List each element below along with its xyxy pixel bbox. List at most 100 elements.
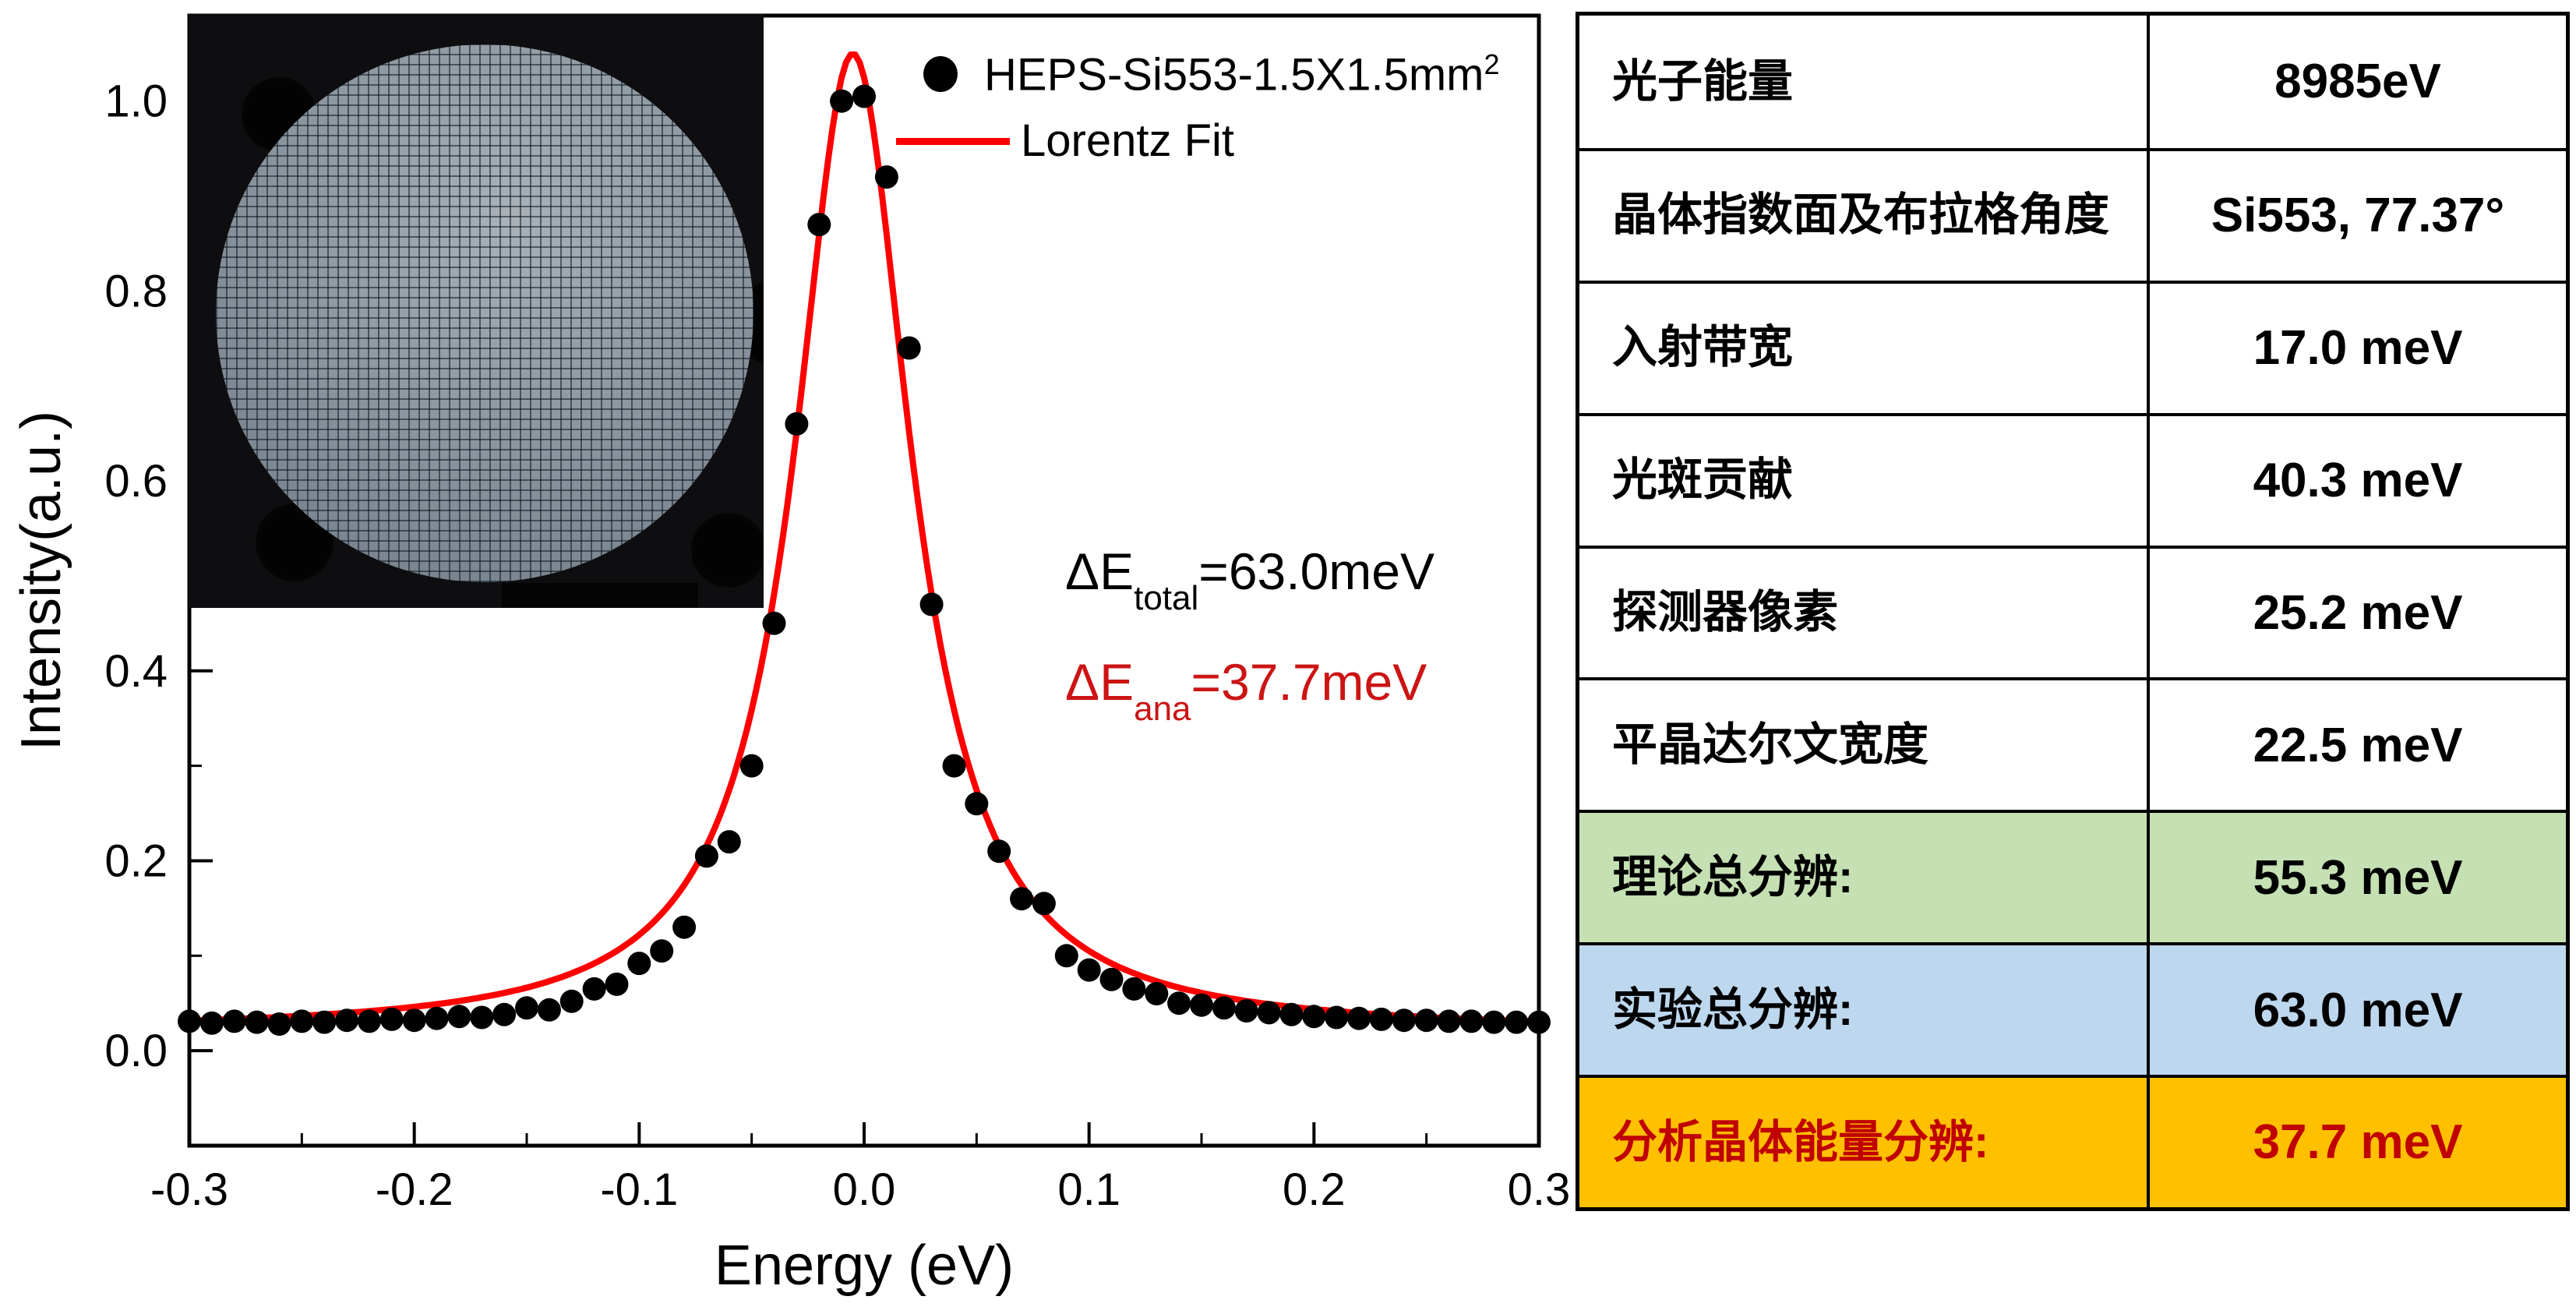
data-point: [1459, 1009, 1484, 1033]
data-point: [1279, 1002, 1304, 1026]
data-point: [267, 1012, 291, 1036]
data-point: [199, 1011, 224, 1035]
row-label: 分析晶体能量分辨:: [1612, 1116, 1989, 1167]
data-point: [1482, 1010, 1506, 1034]
data-point: [1302, 1005, 1326, 1029]
data-point: [717, 830, 741, 854]
data-point: [739, 754, 764, 778]
row-value: 63.0 meV: [2147, 945, 2566, 1076]
x-tick-label: 0.0: [833, 1164, 896, 1215]
y-tick-label: 0.2: [104, 835, 168, 886]
scatter-marker-icon: [923, 56, 958, 92]
data-point: [1145, 982, 1169, 1005]
y-tick-label: 0.6: [104, 456, 168, 507]
legend-label-data: HEPS-Si553-1.5X1.5mm2: [984, 48, 1500, 101]
legend-entry-data: HEPS-Si553-1.5X1.5mm2: [923, 45, 1500, 103]
data-point: [1369, 1007, 1393, 1031]
row-label: 探测器像素: [1612, 587, 1839, 638]
fit-line-icon: [896, 137, 1010, 145]
data-point: [425, 1006, 449, 1030]
data-point: [852, 84, 876, 108]
data-point: [1010, 887, 1034, 911]
row-value: 37.7 meV: [2147, 1078, 2566, 1207]
data-point: [1505, 1010, 1529, 1034]
data-point: [470, 1005, 494, 1030]
wafer-slot-shadow: [502, 583, 698, 608]
row-label: 实验总分辨:: [1612, 984, 1854, 1035]
data-point: [605, 972, 629, 996]
x-tick-label: -0.2: [376, 1164, 453, 1215]
table-row: 光子能量 8985eV: [1579, 16, 2566, 148]
row-value: 55.3 meV: [2147, 813, 2566, 943]
data-point: [335, 1008, 359, 1033]
y-tick-label: 0.0: [104, 1026, 168, 1076]
row-value: 22.5 meV: [2147, 680, 2566, 811]
table-row: 分析晶体能量分辨: 37.7 meV: [1579, 1075, 2566, 1207]
data-point: [1257, 1001, 1281, 1025]
y-tick-label: 0.4: [104, 646, 168, 697]
data-point: [1212, 996, 1236, 1020]
data-point: [402, 1008, 426, 1033]
data-point: [807, 213, 831, 237]
data-point: [1054, 944, 1078, 968]
wafer-disc: [216, 44, 753, 582]
row-label: 光子能量: [1612, 55, 1794, 107]
data-point: [290, 1009, 314, 1033]
data-point: [1347, 1006, 1371, 1030]
row-label: 平晶达尔文宽度: [1612, 719, 1929, 771]
x-tick-label: 0.3: [1508, 1164, 1571, 1215]
row-value: 17.0 meV: [2147, 283, 2566, 413]
legend-entry-fit: Lorentz Fit: [896, 114, 1234, 168]
resolution-spectrum-chart: -0.3 -0.2 -0.1 0.0 0.1 0.2 0.3 0.0 0.2 0.4 0.6 0.8 1…: [10, 13, 1571, 1297]
data-point: [515, 996, 538, 1020]
row-label: 光斑贡献: [1612, 454, 1794, 506]
analyzer-crystal-photo: [189, 14, 764, 608]
data-point: [762, 611, 786, 635]
data-point: [919, 592, 944, 616]
annotation-analyzer-resolution: ΔEana=37.7meV: [1065, 653, 1427, 729]
data-point: [357, 1009, 381, 1033]
data-point: [1392, 1008, 1416, 1033]
parameters-table: 光子能量 8985eV 晶体指数面及布拉格角度 Si553, 77.37° 入射带宽 17…: [1576, 12, 2570, 1211]
data-point: [1190, 993, 1213, 1017]
data-point: [1414, 1008, 1438, 1033]
row-label: 入射带宽: [1612, 322, 1794, 373]
x-tick-label: -0.1: [600, 1164, 678, 1215]
table-row: 光斑贡献 40.3 meV: [1579, 412, 2566, 546]
data-point: [1437, 1009, 1461, 1033]
data-point: [492, 1002, 517, 1026]
data-point: [874, 165, 898, 189]
data-point: [379, 1007, 404, 1031]
y-axis-label: Intensity(a.u.): [10, 411, 72, 751]
table-row: 探测器像素 25.2 meV: [1579, 545, 2566, 678]
data-point: [1077, 958, 1101, 982]
data-point: [987, 839, 1011, 864]
data-point: [1122, 977, 1146, 1001]
data-point: [559, 989, 584, 1013]
x-tick-label: 0.1: [1057, 1164, 1120, 1215]
data-point: [785, 412, 809, 436]
data-point: [650, 939, 674, 963]
x-tick-label: 0.2: [1283, 1164, 1346, 1215]
data-point: [672, 915, 697, 939]
x-axis-label: Energy (eV): [715, 1235, 1014, 1297]
table-row: 理论总分辨: 55.3 meV: [1579, 810, 2566, 943]
data-point: [965, 792, 989, 816]
legend-label-fit: Lorentz Fit: [1021, 115, 1234, 166]
data-point: [897, 336, 921, 360]
row-value: 8985eV: [2147, 16, 2566, 148]
table-row: 晶体指数面及布拉格角度 Si553, 77.37°: [1579, 147, 2566, 281]
row-label: 晶体指数面及布拉格角度: [1612, 189, 2110, 241]
annotation-total-resolution: ΔEtotal=63.0meV: [1065, 542, 1434, 618]
table-row: 实验总分辨: 63.0 meV: [1579, 942, 2566, 1076]
table-row: 平晶达尔文宽度 22.5 meV: [1579, 677, 2566, 811]
data-point: [312, 1010, 337, 1034]
data-point: [1032, 892, 1056, 916]
data-point: [582, 977, 606, 1001]
row-label: 理论总分辨:: [1612, 851, 1854, 902]
data-point: [694, 844, 718, 868]
data-point: [942, 754, 966, 778]
data-point: [222, 1009, 246, 1033]
row-value: 40.3 meV: [2147, 415, 2566, 546]
